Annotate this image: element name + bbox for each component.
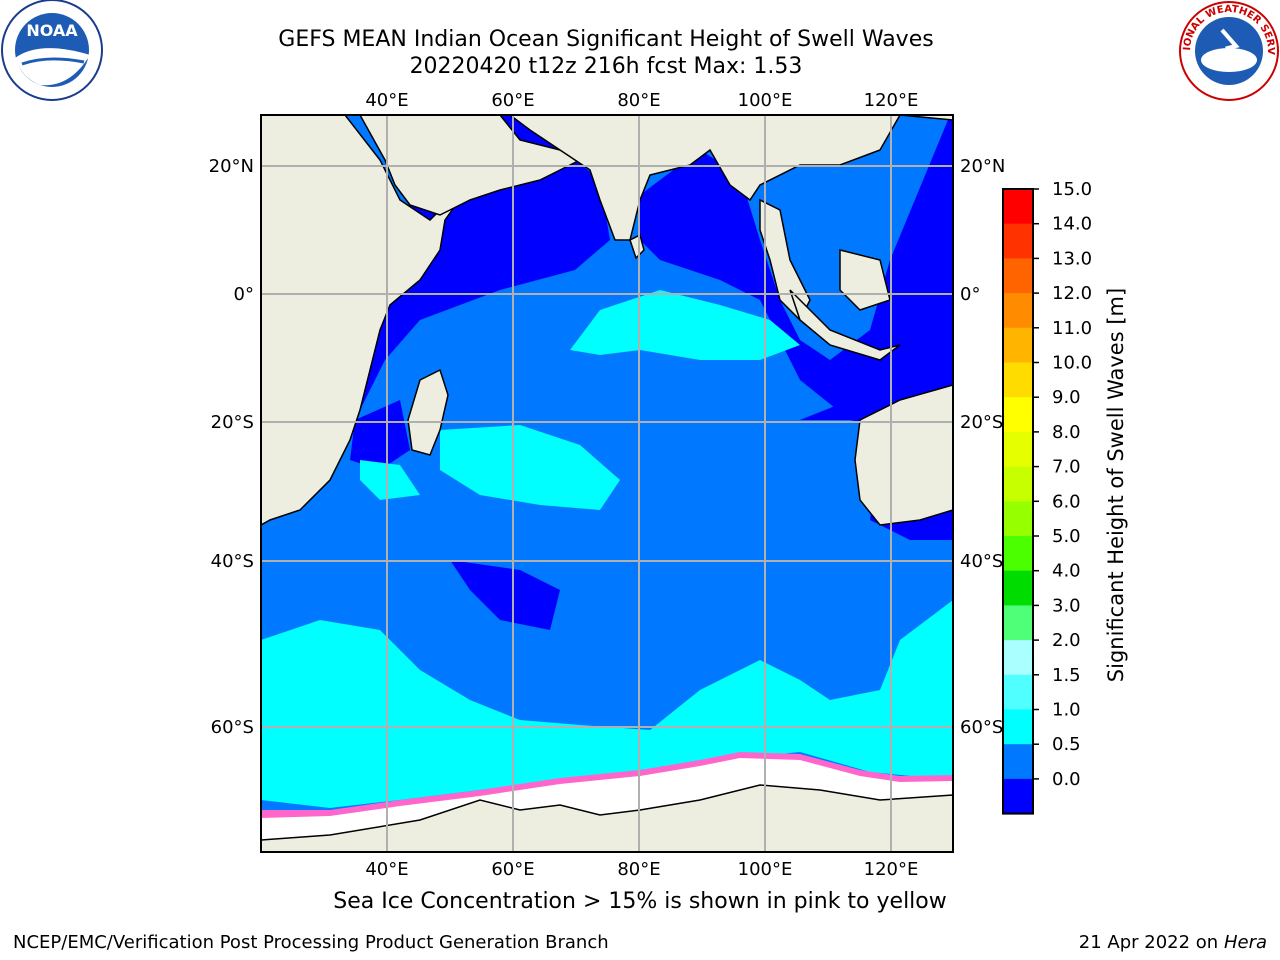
lat-tick-right: 60°S [960,717,1003,738]
lat-tick-right: 40°S [960,551,1003,572]
lat-tick-left: 40°S [211,551,254,572]
host-name: Hera [1223,932,1267,953]
lon-tick-top: 80°E [617,90,660,111]
lon-tick-bottom: 80°E [617,859,660,880]
nws-logo: NATIONAL WEATHER SERVICE [1178,0,1279,101]
land-antarctica [261,784,953,852]
swell-band-southern [261,600,953,808]
lat-tick-right: 20°S [960,412,1003,433]
lon-tick-bottom: 100°E [738,859,793,880]
date-stamp: 21 Apr 2022 on Hera [1079,932,1267,953]
lon-tick-top: 40°E [365,90,408,111]
colorbar-segment [1003,397,1033,433]
colorbar-segment [1003,674,1033,710]
colorbar-segment [1003,709,1033,745]
colorbar-segment [1003,744,1033,780]
lat-tick-left: 60°S [211,717,254,738]
colorbar-tick-label: 11.0 [1052,318,1092,339]
colorbar-tick-label: 1.5 [1052,665,1081,686]
lat-tick-left: 20°S [211,412,254,433]
colorbar-tick-label: 5.0 [1052,526,1081,547]
map-subtitle: 20220420 t12z 216h fcst Max: 1.53 [409,54,803,79]
lat-tick-right: 20°N [960,156,1005,177]
colorbar-segment [1003,362,1033,398]
low-swell-mozambique [350,400,410,470]
colorbar-segment [1003,605,1033,641]
colorbar-segment [1003,501,1033,537]
noaa-wordmark: NOAA [26,21,78,40]
colorbar-tick-label: 3.0 [1052,595,1081,616]
lat-tick-left: 0° [234,284,254,305]
colorbar-segment [1003,431,1033,468]
map-title: GEFS MEAN Indian Ocean Significant Heigh… [278,27,934,52]
colorbar-segment [1003,223,1033,259]
swell-band-madagascar-south [360,460,420,500]
colorbar-segment [1003,189,1033,225]
colorbar-label: Significant Height of Swell Waves [m] [1104,288,1128,682]
map-frame [260,114,954,853]
colorbar-tick-label: 10.0 [1052,353,1092,374]
map-panel [261,115,953,852]
colorbar-tick-label: 7.0 [1052,457,1081,478]
lon-tick-bottom: 120°E [864,859,919,880]
low-swell-south-patch [450,560,560,630]
colorbar-tick-label: 9.0 [1052,387,1081,408]
land-sri-lanka [629,233,645,260]
credit-text: NCEP/EMC/Verification Post Processing Pr… [13,932,609,953]
colorbar-tick-label: 6.0 [1052,491,1081,512]
lon-tick-top: 60°E [491,90,534,111]
date-text: 21 Apr 2022 on [1078,932,1219,953]
colorbar-segment [1003,466,1033,502]
colorbar-segment [1003,258,1033,294]
land-madagascar [407,368,449,456]
colorbar-tick-label: 2.0 [1052,630,1081,651]
colorbar-segment [1003,570,1033,606]
colorbar-segment [1003,536,1033,572]
colorbar-tick-label: 4.0 [1052,561,1081,582]
colorbar-tick-label: 14.0 [1052,214,1092,235]
noaa-logo: NOAA [1,0,103,101]
colorbar-segment [1003,778,1033,815]
lon-tick-top: 120°E [864,90,919,111]
colorbar-tick-label: 0.0 [1052,769,1081,790]
colorbar-segment [1003,327,1033,363]
lon-tick-bottom: 40°E [365,859,408,880]
swell-band-subtropical [440,425,620,510]
colorbar-tick-label: 8.0 [1052,422,1081,443]
colorbar-segment [1003,293,1033,329]
colorbar-tick-label: 0.5 [1052,734,1081,755]
land-india-asia [508,115,953,241]
graticule [261,115,953,852]
swell-band-equatorial [570,290,800,360]
sea-ice-note: Sea Ice Concentration > 15% is shown in … [333,889,947,914]
colorbar-tick-label: 15.0 [1052,179,1092,200]
colorbar-tick-label: 1.0 [1052,700,1081,721]
land-australia [854,384,953,526]
colorbar: 15.0 14.0 13.0 12.0 11.0 10.0 9.0 8.0 7.0 6.0 5.0 4… [1002,179,1092,815]
lat-tick-right: 0° [960,284,980,305]
lon-tick-bottom: 60°E [491,859,534,880]
colorbar-tick-label: 13.0 [1052,248,1092,269]
colorbar-segment [1003,640,1033,676]
lat-tick-left: 20°N [209,156,254,177]
lon-tick-top: 100°E [738,90,793,111]
colorbar-tick-label: 12.0 [1052,283,1092,304]
